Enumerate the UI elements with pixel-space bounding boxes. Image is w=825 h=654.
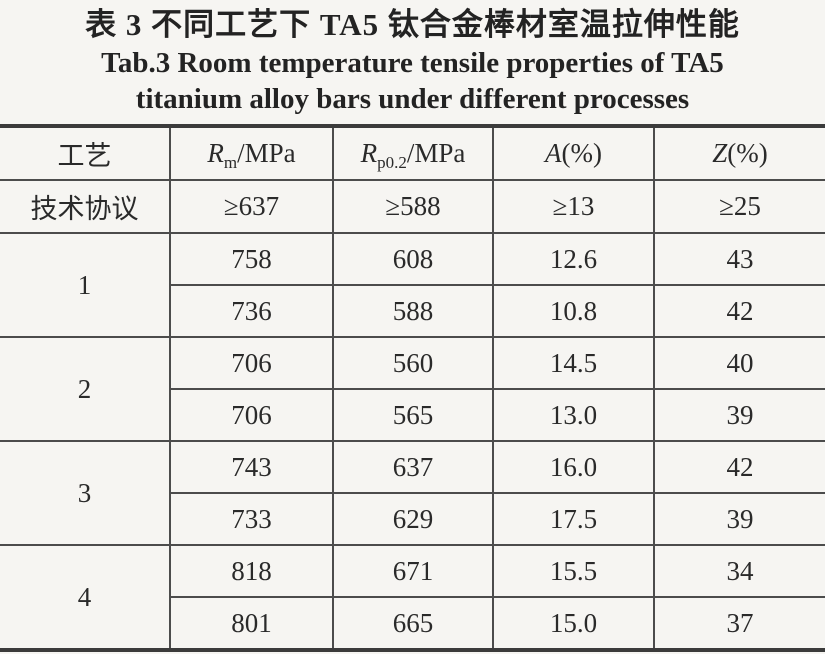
cell-reduction: 39 — [653, 389, 825, 442]
cell-rp02: 637 — [332, 441, 493, 494]
table-title-english-line2: titanium alloy bars under different proc… — [135, 83, 690, 115]
cell-elongation: 15.5 — [492, 545, 654, 598]
process-1-label: 1 — [0, 233, 170, 338]
cell-elongation: 17.5 — [492, 493, 654, 546]
col-header-rm: Rm/MPa — [169, 126, 333, 181]
cell-rm: 743 — [169, 441, 333, 494]
table-row: 736 588 10.8 42 — [0, 285, 825, 338]
cell-rm: 706 — [169, 389, 333, 442]
cell-elongation: 13.0 — [492, 389, 654, 442]
spec-rp02-value: ≥588 — [332, 180, 493, 234]
cell-rp02: 671 — [332, 545, 493, 598]
cell-reduction: 39 — [653, 493, 825, 546]
spec-elongation-value: ≥13 — [492, 180, 654, 234]
cell-elongation: 14.5 — [492, 337, 654, 390]
cell-elongation: 12.6 — [492, 233, 654, 286]
process-3-label: 3 — [0, 441, 170, 546]
col-header-rp02: Rp0.2/MPa — [332, 126, 493, 181]
cell-rp02: 665 — [332, 597, 493, 650]
table-row: 4 818 671 15.5 34 — [0, 545, 825, 651]
cell-reduction: 40 — [653, 337, 825, 390]
cell-elongation: 16.0 — [492, 441, 654, 494]
cell-rm: 758 — [169, 233, 333, 286]
table-title-english-line1: Tab.3 Room temperature tensile propertie… — [101, 47, 724, 79]
process-4-label: 4 — [0, 545, 170, 651]
spec-row-label: 技术协议 — [0, 180, 170, 234]
tensile-properties-table: 工艺 Rm/MPa Rp0.2/MPa A(%) Z(%) 技术协议 ≥637 … — [0, 124, 825, 652]
cell-reduction: 34 — [653, 545, 825, 598]
spec-reduction-value: ≥25 — [653, 180, 825, 234]
process-2-label: 2 — [0, 337, 170, 442]
spec-requirement-row: 技术协议 ≥637 ≥588 ≥13 ≥25 — [0, 180, 825, 234]
cell-rp02: 565 — [332, 389, 493, 442]
table-row: 733 629 17.5 39 — [0, 493, 825, 546]
cell-rp02: 608 — [332, 233, 493, 286]
table-header-row: 工艺 Rm/MPa Rp0.2/MPa A(%) Z(%) — [0, 126, 825, 181]
table-row: 2 706 560 14.5 40 — [0, 337, 825, 442]
cell-rm: 818 — [169, 545, 333, 598]
cell-reduction: 42 — [653, 441, 825, 494]
cell-rp02: 629 — [332, 493, 493, 546]
cell-rm: 801 — [169, 597, 333, 650]
cell-rp02: 588 — [332, 285, 493, 338]
cell-reduction: 37 — [653, 597, 825, 650]
table-row: 3 743 637 16.0 42 — [0, 441, 825, 546]
cell-reduction: 42 — [653, 285, 825, 338]
cell-rm: 736 — [169, 285, 333, 338]
cell-elongation: 15.0 — [492, 597, 654, 650]
table-row: 706 565 13.0 39 — [0, 389, 825, 442]
table-title-chinese: 表 3 不同工艺下 TA5 钛合金棒材室温拉伸性能 — [85, 7, 740, 42]
table-row: 1 758 608 12.6 43 — [0, 233, 825, 338]
cell-rp02: 560 — [332, 337, 493, 390]
col-header-elongation: A(%) — [492, 126, 654, 181]
cell-reduction: 43 — [653, 233, 825, 286]
col-header-process: 工艺 — [0, 126, 170, 181]
spec-rm-value: ≥637 — [169, 180, 333, 234]
table-row: 801 665 15.0 37 — [0, 597, 825, 650]
col-header-reduction: Z(%) — [653, 126, 825, 181]
cell-rm: 733 — [169, 493, 333, 546]
cell-rm: 706 — [169, 337, 333, 390]
cell-elongation: 10.8 — [492, 285, 654, 338]
